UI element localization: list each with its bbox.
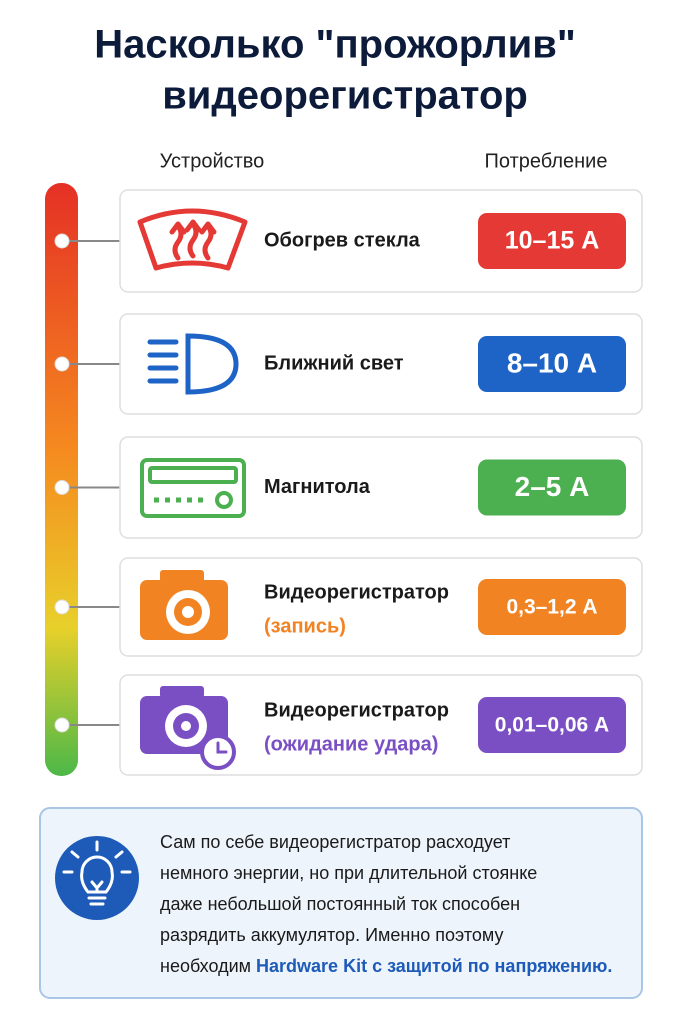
- note-line: немного энергии, но при длительной стоян…: [160, 863, 537, 883]
- note-text: необходим: [160, 956, 251, 976]
- value-label: 8–10 А: [507, 347, 597, 378]
- device-name: Обогрев стекла: [264, 229, 421, 251]
- device-name: Видеорегистратор: [264, 699, 449, 721]
- heat-scale: [45, 183, 78, 776]
- device-name: Ближний свет: [264, 352, 404, 374]
- column-header: Устройство: [160, 150, 265, 172]
- value-label: 2–5 А: [515, 471, 590, 502]
- value-pill: [478, 336, 626, 392]
- icon-camera-recording: [140, 570, 228, 640]
- device-name: Видеорегистратор: [264, 581, 449, 603]
- device-note: (запись): [264, 615, 346, 637]
- scale-dot: [54, 356, 70, 372]
- value-pill: [478, 697, 626, 753]
- scale-dot: [54, 599, 70, 615]
- note-box: [39, 807, 643, 999]
- scale-dot: [54, 480, 70, 495]
- note-line: даже небольшой постоянный ток способен: [160, 894, 520, 914]
- scale-dot: [54, 233, 70, 249]
- bulb-glyph: [62, 840, 132, 906]
- device-name: Магнитола: [264, 476, 371, 498]
- note-line: Сам по себе видеорегистратор расходует: [160, 832, 510, 852]
- note-highlight: Hardware Kit с защитой по напряжению.: [256, 956, 612, 976]
- value-pill: [478, 213, 626, 269]
- value-label: 0,3–1,2 А: [506, 596, 597, 619]
- icon-radio: [140, 458, 246, 518]
- column-header: Потребление: [485, 150, 608, 172]
- icon-defroster: [137, 208, 248, 271]
- note-line: необходим Hardware Kit с защитой по напря…: [160, 956, 612, 976]
- title: видеорегистратор: [162, 74, 528, 118]
- device-note: (ожидание удара): [264, 733, 438, 755]
- note-line: разрядить аккумулятор. Именно поэтому: [160, 925, 503, 945]
- scale-dot: [54, 717, 70, 733]
- value-label: 0,01–0,06 А: [495, 714, 609, 737]
- value-pill: [478, 579, 626, 635]
- value-label: 10–15 А: [505, 227, 600, 255]
- icon-camera-standby: [140, 686, 236, 770]
- value-pill: [478, 459, 626, 516]
- title: Насколько "прожорлив": [94, 23, 576, 67]
- icon-headlight: [147, 333, 239, 395]
